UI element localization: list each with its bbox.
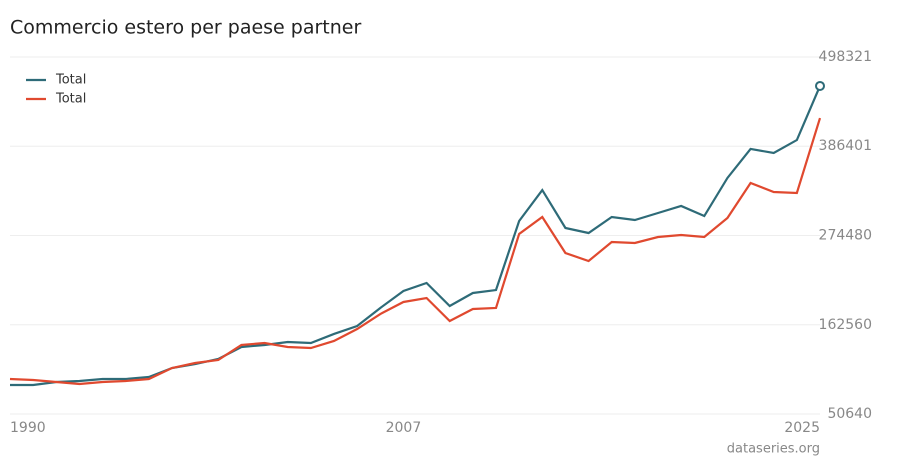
x-tick-label: 2007 xyxy=(386,420,422,436)
chart-title: Commercio estero per paese partner xyxy=(10,17,361,39)
line xyxy=(9,117,822,386)
legend-label: Total xyxy=(55,92,86,107)
line xyxy=(10,85,822,387)
y-tick-label: 50640 xyxy=(827,406,872,422)
end-marker xyxy=(815,80,825,91)
y-tick-label: 386401 xyxy=(819,138,872,154)
x-tick-label: 1990 xyxy=(10,420,46,436)
x-tick-label: 2025 xyxy=(784,420,820,436)
y-tick-label: 498321 xyxy=(819,49,872,65)
source: dataseries.org xyxy=(727,442,820,457)
y-tick-label: 162560 xyxy=(819,317,872,333)
legend-label: Total xyxy=(55,73,86,88)
y-tick-label: 274480 xyxy=(819,228,872,244)
